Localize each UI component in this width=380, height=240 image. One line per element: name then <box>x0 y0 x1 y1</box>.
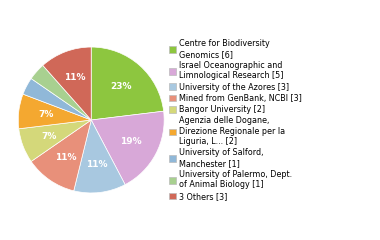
Text: 23%: 23% <box>111 82 132 91</box>
Wedge shape <box>19 120 91 162</box>
Wedge shape <box>23 78 91 120</box>
Text: 11%: 11% <box>55 153 76 162</box>
Wedge shape <box>91 47 164 120</box>
Legend: Centre for Biodiversity
Genomics [6], Israel Oceanographic and
Limnological Rese: Centre for Biodiversity Genomics [6], Is… <box>169 39 302 201</box>
Text: 7%: 7% <box>39 110 54 119</box>
Text: 7%: 7% <box>41 132 57 141</box>
Text: 19%: 19% <box>120 137 142 145</box>
Text: 11%: 11% <box>86 160 108 169</box>
Wedge shape <box>74 120 125 193</box>
Wedge shape <box>43 47 91 120</box>
Text: 11%: 11% <box>64 73 86 82</box>
Wedge shape <box>31 65 91 120</box>
Wedge shape <box>31 120 91 191</box>
Wedge shape <box>91 111 164 185</box>
Wedge shape <box>18 94 91 129</box>
